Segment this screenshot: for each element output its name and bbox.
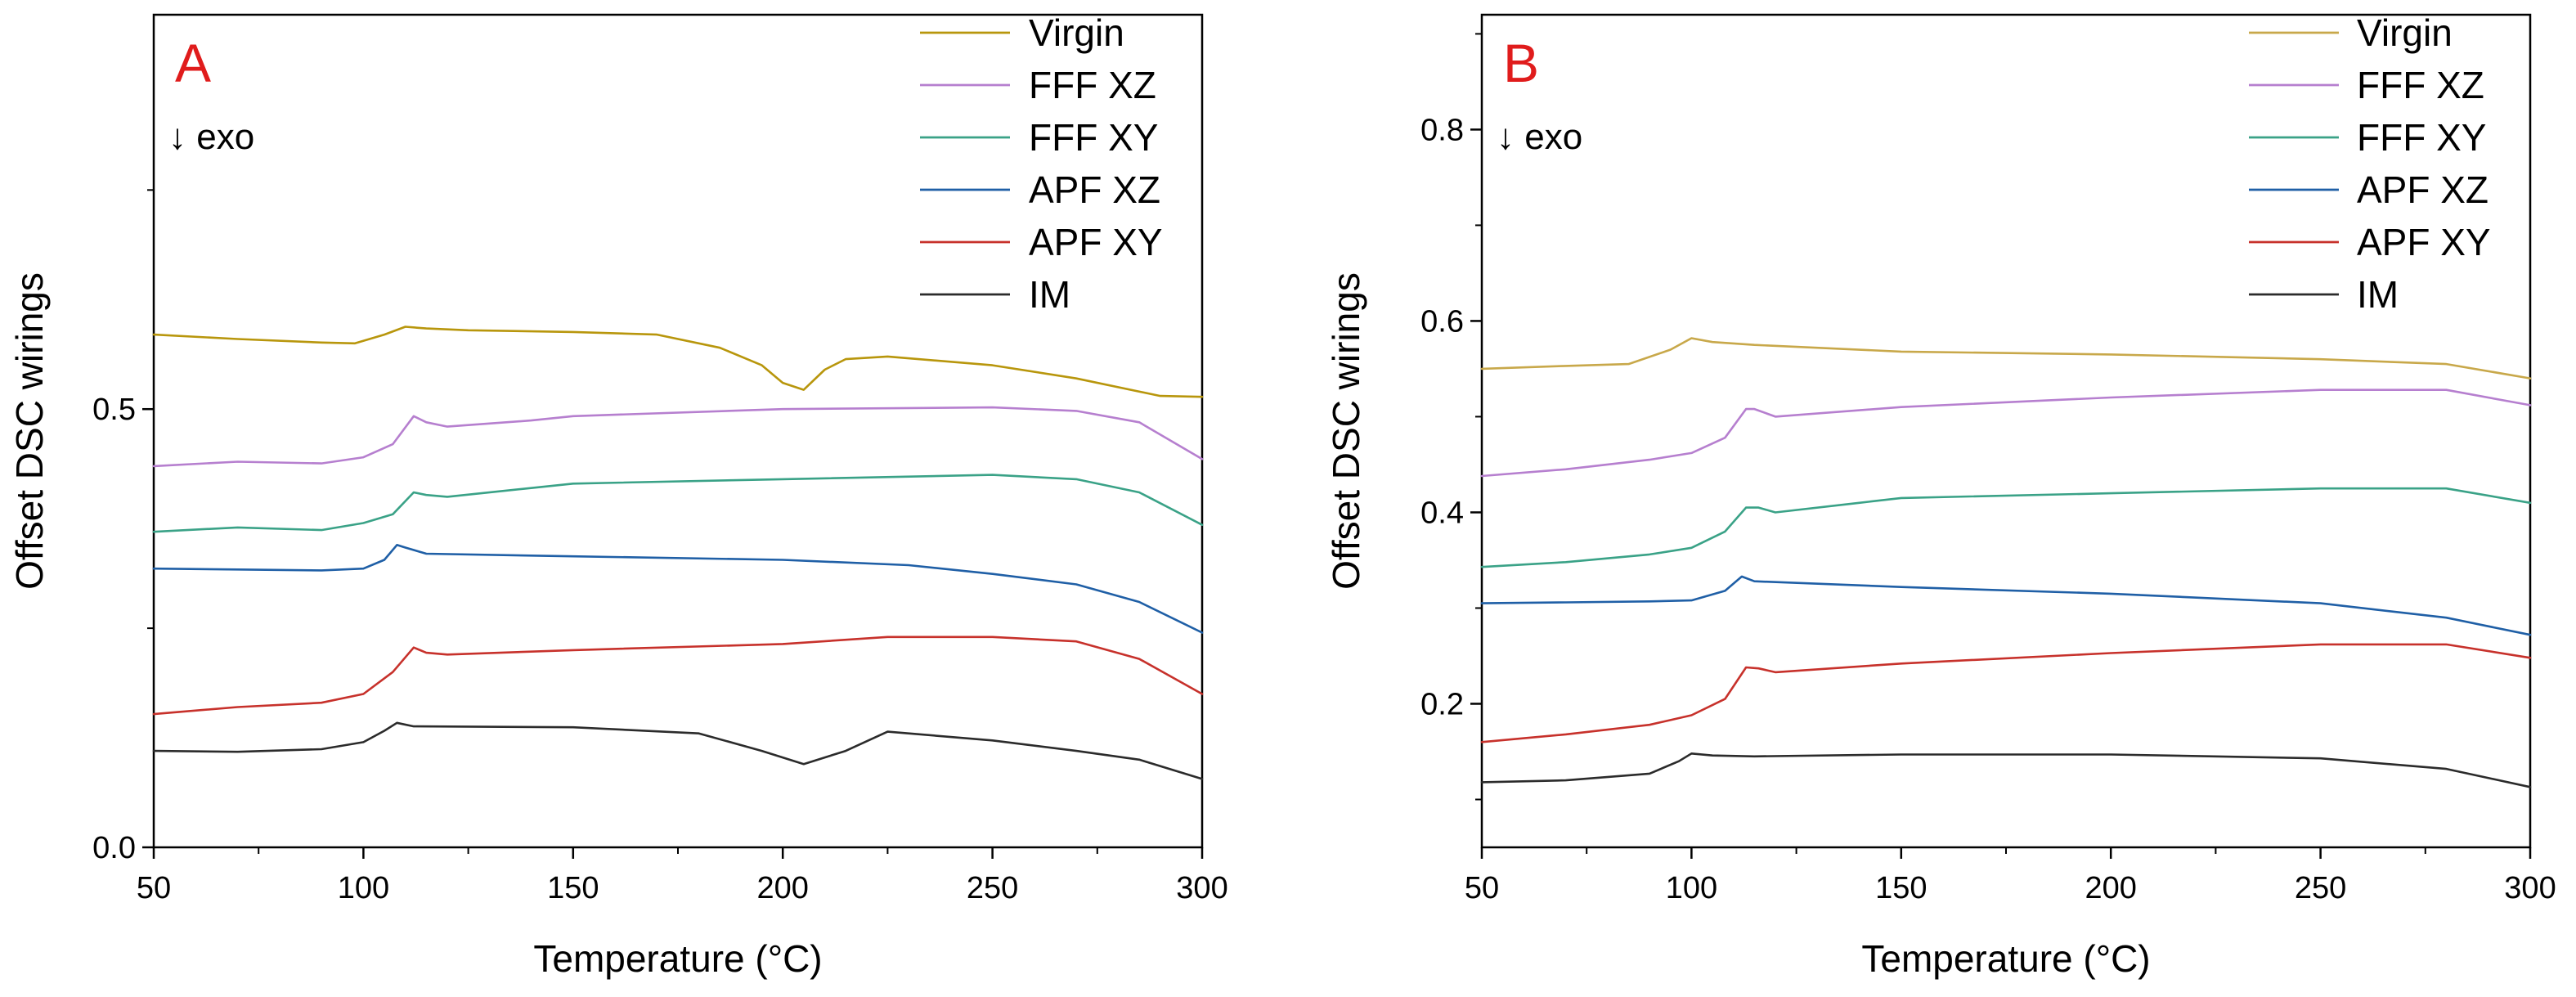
legend-label: APF XZ (1029, 168, 1160, 211)
panel-label: A (175, 33, 211, 93)
x-tick-label: 300 (2504, 871, 2556, 905)
legend-label: IM (2357, 273, 2399, 316)
panel-label: B (1503, 33, 1539, 93)
legend-label: Virgin (2357, 11, 2453, 54)
x-tick-label: 50 (1465, 871, 1499, 905)
legend-label: APF XZ (2357, 168, 2488, 211)
exo-annotation: ↓ exo (168, 117, 254, 157)
y-tick-label: 0.5 (92, 393, 136, 427)
y-axis-title: Offset DSC wirings (1325, 272, 1367, 590)
series-line-apf-xy (152, 635, 1204, 716)
y-tick-label: 0.6 (1420, 304, 1464, 339)
chart-panel-b: 50 100 150 200 250 300 0.2 0.4 0.6 0.8 Temperature… (1325, 11, 2556, 980)
legend-label: IM (1029, 273, 1070, 316)
series-line-im (152, 721, 1204, 780)
legend-label: FFF XY (2357, 116, 2486, 159)
series-line-fff-xz (152, 406, 1204, 468)
y-tick-label: 0.2 (1420, 687, 1464, 721)
x-tick-label: 300 (1176, 871, 1227, 905)
series-line-apf-xz (1480, 575, 2532, 636)
legend-label: FFF XZ (1029, 64, 1156, 106)
legend-label: APF XY (1029, 221, 1163, 263)
x-tick-label: 200 (756, 871, 808, 905)
x-tick-label: 250 (2295, 871, 2346, 905)
series-line-apf-xy (1480, 643, 2532, 743)
series-line-fff-xz (1480, 388, 2532, 478)
legend: Virgin FFF XZ FFF XY APF XZ APF XY IM (2249, 11, 2491, 316)
series-line-virgin (152, 326, 1204, 398)
x-tick-label: 100 (338, 871, 389, 905)
x-tick-label: 50 (137, 871, 171, 905)
exo-annotation: ↓ exo (1497, 117, 1582, 157)
legend: Virgin FFF XZ FFF XY APF XZ APF XY IM (920, 11, 1163, 316)
y-axis-title: Offset DSC wirings (8, 272, 51, 590)
legend-label: Virgin (1029, 11, 1124, 54)
x-tick-label: 200 (2085, 871, 2136, 905)
x-axis-title: Temperature (°C) (533, 937, 822, 980)
x-tick-label: 100 (1666, 871, 1717, 905)
legend-label: FFF XY (1029, 116, 1158, 159)
series-line-virgin (1480, 337, 2532, 379)
x-tick-label: 150 (1875, 871, 1927, 905)
y-tick-label: 0.4 (1420, 496, 1464, 530)
series-line-fff-xy (152, 474, 1204, 533)
x-axis-title: Temperature (°C) (1861, 937, 2150, 980)
legend-label: FFF XZ (2357, 64, 2484, 106)
x-tick-label: 250 (967, 871, 1018, 905)
chart-panel-a: 50 100 150 200 250 300 0.0 0.5 Temperature (°C) O… (8, 11, 1228, 980)
x-tick-label: 150 (547, 871, 599, 905)
y-tick-label: 0.0 (92, 831, 136, 865)
series-line-im (1480, 752, 2532, 788)
series-line-apf-xz (152, 543, 1204, 634)
legend-label: APF XY (2357, 221, 2491, 263)
y-tick-label: 0.8 (1420, 113, 1464, 147)
series-line-fff-xy (1480, 487, 2532, 568)
